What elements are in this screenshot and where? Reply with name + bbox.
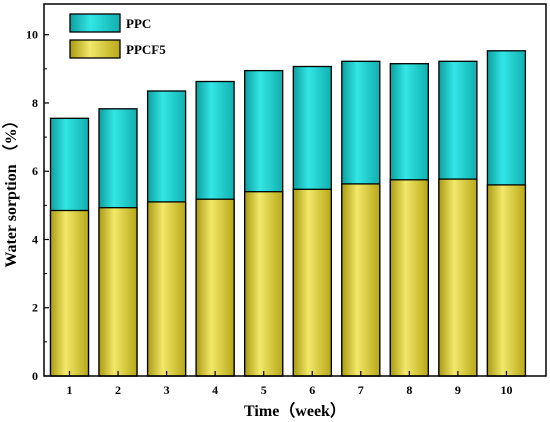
bar-ppcf5-week-3 xyxy=(146,201,187,377)
y-axis-ticks: 0 2 4 6 8 10 xyxy=(26,28,49,383)
legend: PPC PPCF5 xyxy=(69,13,166,59)
y-tick-label: 4 xyxy=(32,232,38,246)
bar-ppcf5-week-10 xyxy=(486,184,527,377)
bar-ppcf5-week-2 xyxy=(98,207,138,377)
bar-ppcf5-week-5 xyxy=(244,191,284,377)
bar-ppcf5-week-8 xyxy=(389,179,429,377)
y-tick-label: 8 xyxy=(32,96,38,110)
y-tick-label: 10 xyxy=(26,28,38,42)
bar-ppcf5-week-9 xyxy=(438,178,478,377)
plot-frame xyxy=(43,3,547,377)
bars-layer xyxy=(49,50,527,377)
x-tick-label: 6 xyxy=(309,383,315,397)
x-tick-label: 4 xyxy=(212,383,218,397)
bar-ppcf5-week-1 xyxy=(49,209,90,377)
legend-swatch-ppc xyxy=(69,13,121,33)
x-tick-label: 5 xyxy=(261,383,267,397)
legend-swatch-ppcf5 xyxy=(69,39,121,59)
x-tick-label: 3 xyxy=(164,383,170,397)
x-tick-label: 7 xyxy=(358,383,364,397)
y-tick-label: 2 xyxy=(32,301,38,315)
bar-ppcf5-week-6 xyxy=(292,188,332,377)
x-axis-title: Time（week） xyxy=(244,402,346,420)
legend-label-ppcf5: PPCF5 xyxy=(126,42,166,57)
y-tick-label: 0 xyxy=(32,369,38,383)
x-tick-label: 9 xyxy=(455,383,461,397)
x-tick-label: 1 xyxy=(67,383,73,397)
y-axis-title: Water sorption （%） xyxy=(2,112,20,267)
legend-label-ppc: PPC xyxy=(126,16,151,31)
x-tick-label: 10 xyxy=(500,383,512,397)
bar-ppcf5-week-4 xyxy=(195,198,235,377)
x-axis-ticks: 1 2 3 4 5 6 7 8 9 10 xyxy=(67,371,512,397)
x-tick-label: 8 xyxy=(406,383,412,397)
y-tick-label: 6 xyxy=(32,164,38,178)
x-tick-label: 2 xyxy=(115,383,121,397)
bar-ppcf5-week-7 xyxy=(341,183,381,377)
